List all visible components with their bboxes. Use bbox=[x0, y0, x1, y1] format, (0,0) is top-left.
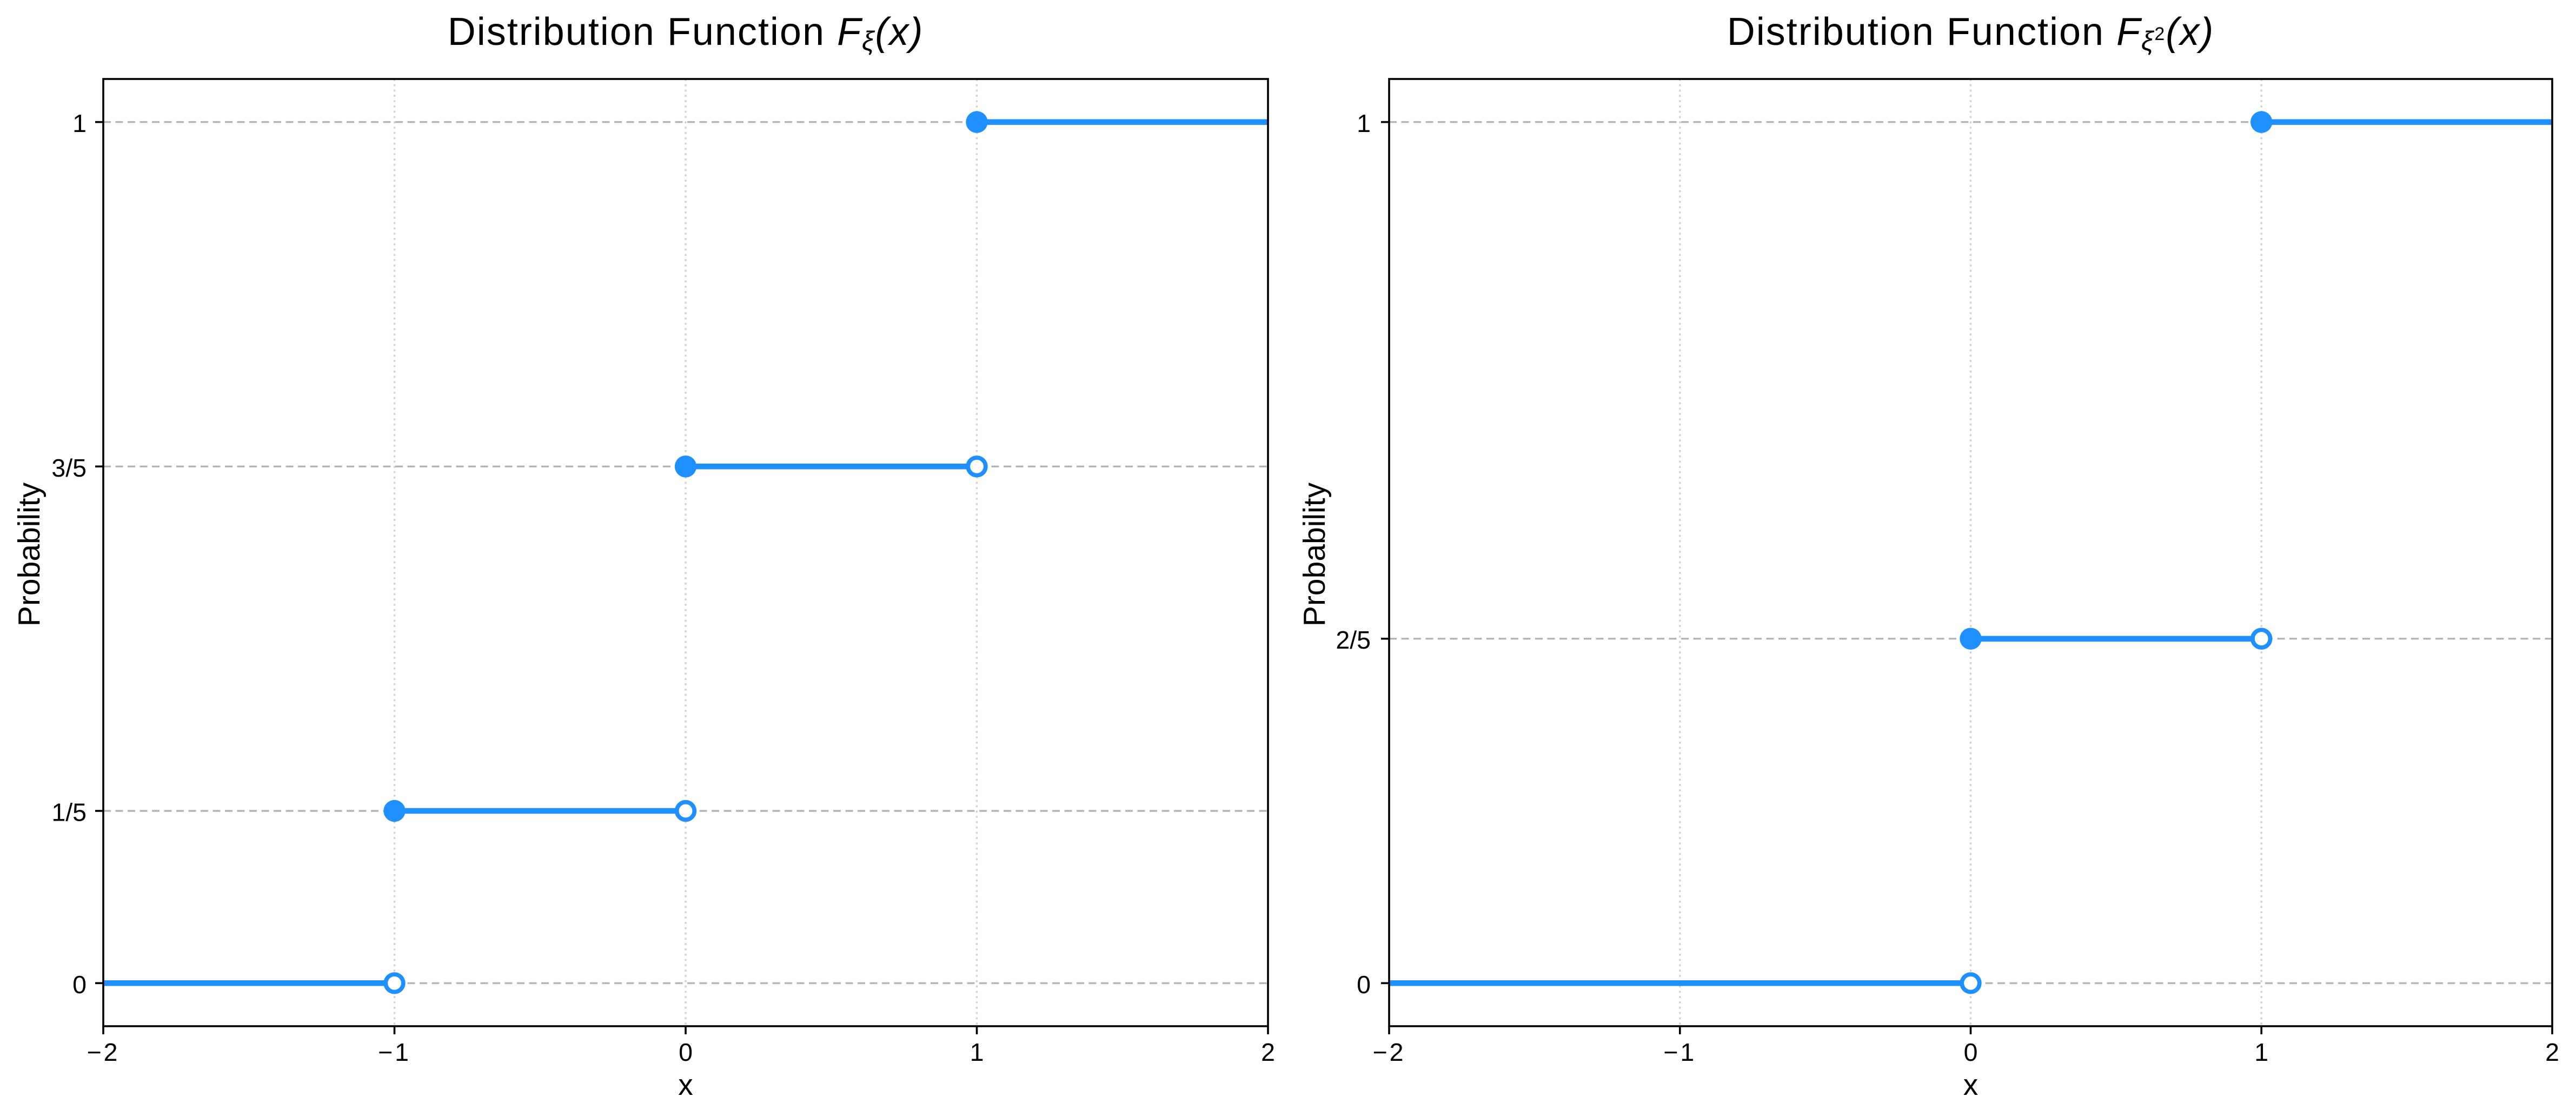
svg-text:0: 0 bbox=[72, 970, 87, 999]
svg-text:−2: −2 bbox=[1372, 1038, 1405, 1066]
svg-text:Probability: Probability bbox=[1297, 482, 1332, 626]
svg-text:2: 2 bbox=[2545, 1038, 2559, 1066]
svg-text:0: 0 bbox=[679, 1038, 693, 1066]
svg-text:1: 1 bbox=[2254, 1038, 2268, 1066]
svg-text:x: x bbox=[1963, 1068, 1979, 1101]
svg-text:0: 0 bbox=[1964, 1038, 1978, 1066]
svg-text:2/5: 2/5 bbox=[1336, 626, 1371, 654]
svg-text:Probability: Probability bbox=[12, 482, 47, 626]
svg-text:−1: −1 bbox=[378, 1038, 411, 1066]
svg-text:3/5: 3/5 bbox=[51, 454, 87, 482]
svg-text:1/5: 1/5 bbox=[51, 798, 87, 827]
svg-text:Distribution Function Fξ2(x): Distribution Function Fξ2(x) bbox=[1727, 10, 2215, 56]
svg-text:1: 1 bbox=[72, 109, 87, 137]
svg-text:−1: −1 bbox=[1663, 1038, 1696, 1066]
svg-text:2: 2 bbox=[1261, 1038, 1275, 1066]
svg-text:1: 1 bbox=[970, 1038, 984, 1066]
svg-text:0: 0 bbox=[1357, 970, 1371, 999]
svg-text:−2: −2 bbox=[87, 1038, 119, 1066]
svg-text:x: x bbox=[678, 1068, 693, 1101]
svg-text:Distribution Function Fξ(x): Distribution Function Fξ(x) bbox=[448, 10, 924, 56]
svg-text:1: 1 bbox=[1357, 109, 1371, 137]
